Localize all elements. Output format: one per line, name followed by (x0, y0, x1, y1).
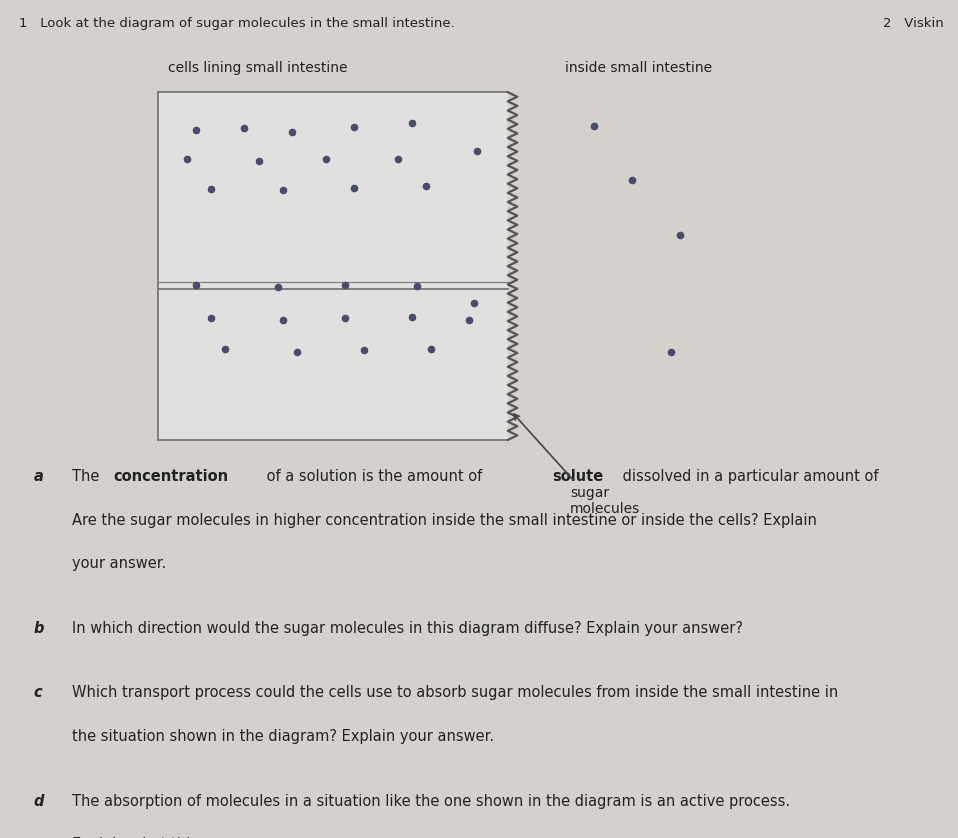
Text: 2   Viskin: 2 Viskin (883, 17, 944, 30)
Text: cells lining small intestine: cells lining small intestine (168, 61, 347, 75)
Text: The: The (72, 469, 103, 484)
Text: The absorption of molecules in a situation like the one shown in the diagram is : The absorption of molecules in a situati… (72, 794, 790, 809)
Text: 1   Look at the diagram of sugar molecules in the small intestine.: 1 Look at the diagram of sugar molecules… (19, 17, 455, 30)
Text: your answer.: your answer. (72, 556, 166, 572)
Text: b: b (34, 621, 44, 636)
Text: Explain what this means.: Explain what this means. (72, 837, 257, 838)
FancyBboxPatch shape (158, 92, 508, 440)
Text: d: d (34, 794, 44, 809)
Text: a: a (34, 469, 43, 484)
Text: concentration: concentration (113, 469, 228, 484)
Text: In which direction would the sugar molecules in this diagram diffuse? Explain yo: In which direction would the sugar molec… (72, 621, 742, 636)
Text: Which transport process could the cells use to absorb sugar molecules from insid: Which transport process could the cells … (72, 685, 838, 701)
Text: of a solution is the amount of: of a solution is the amount of (262, 469, 487, 484)
Text: solute: solute (552, 469, 604, 484)
Text: the situation shown in the diagram? Explain your answer.: the situation shown in the diagram? Expl… (72, 729, 494, 744)
Text: inside small intestine: inside small intestine (565, 61, 713, 75)
Text: Are the sugar molecules in higher concentration inside the small intestine or in: Are the sugar molecules in higher concen… (72, 513, 817, 528)
Text: c: c (34, 685, 42, 701)
Text: dissolved in a particular amount of: dissolved in a particular amount of (618, 469, 883, 484)
Text: sugar
molecules: sugar molecules (570, 486, 640, 516)
